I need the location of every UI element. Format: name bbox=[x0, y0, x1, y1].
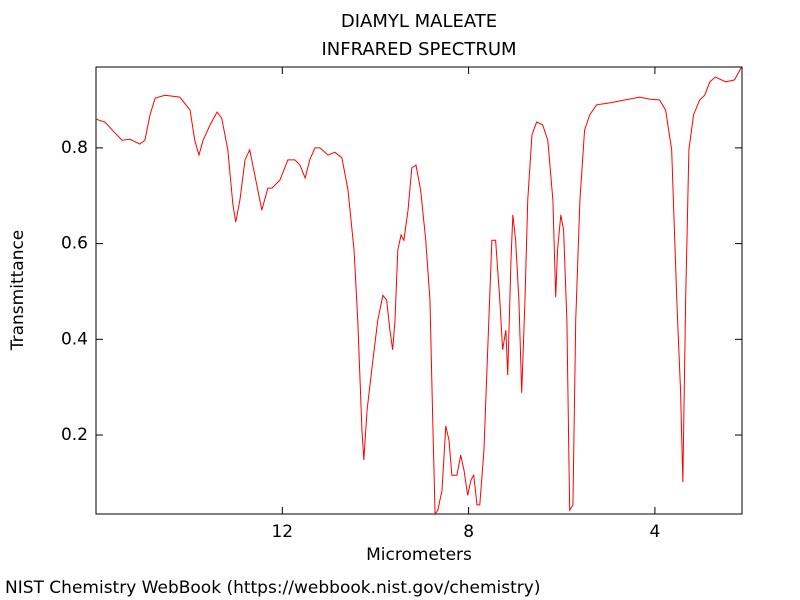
y-tick-label: 0.4 bbox=[61, 329, 88, 349]
y-tick-label: 0.6 bbox=[61, 234, 88, 254]
source-note: NIST Chemistry WebBook (https://webbook.… bbox=[5, 578, 540, 598]
chart-subtitle: INFRARED SPECTRUM bbox=[321, 39, 516, 60]
spectrum-line bbox=[95, 66, 742, 516]
x-tick-label: 12 bbox=[271, 522, 293, 542]
plot-frame bbox=[95, 66, 743, 515]
x-tick-label: 8 bbox=[463, 522, 474, 542]
y-tick-label: 0.2 bbox=[61, 425, 88, 445]
chart-title: DIAMYL MALEATE bbox=[341, 11, 497, 32]
y-axis-label: Transmittance bbox=[8, 230, 28, 352]
y-tick-label: 0.8 bbox=[61, 138, 88, 158]
x-axis-label: Micrometers bbox=[366, 545, 472, 565]
x-tick-label: 4 bbox=[649, 522, 660, 542]
